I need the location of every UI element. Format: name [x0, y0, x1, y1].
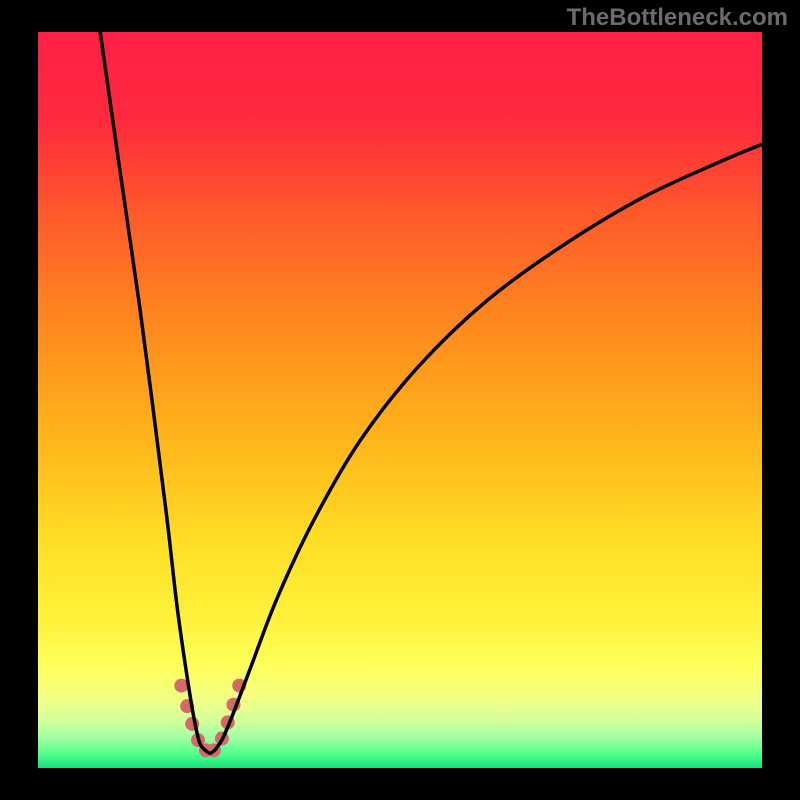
chart-container: TheBottleneck.com	[0, 0, 800, 800]
valley-markers	[174, 679, 246, 758]
plot-area	[38, 32, 762, 768]
curve-left-branch	[98, 32, 204, 750]
watermark-text: TheBottleneck.com	[567, 4, 788, 32]
curve-right-branch	[215, 139, 762, 750]
curves-svg	[38, 32, 762, 768]
